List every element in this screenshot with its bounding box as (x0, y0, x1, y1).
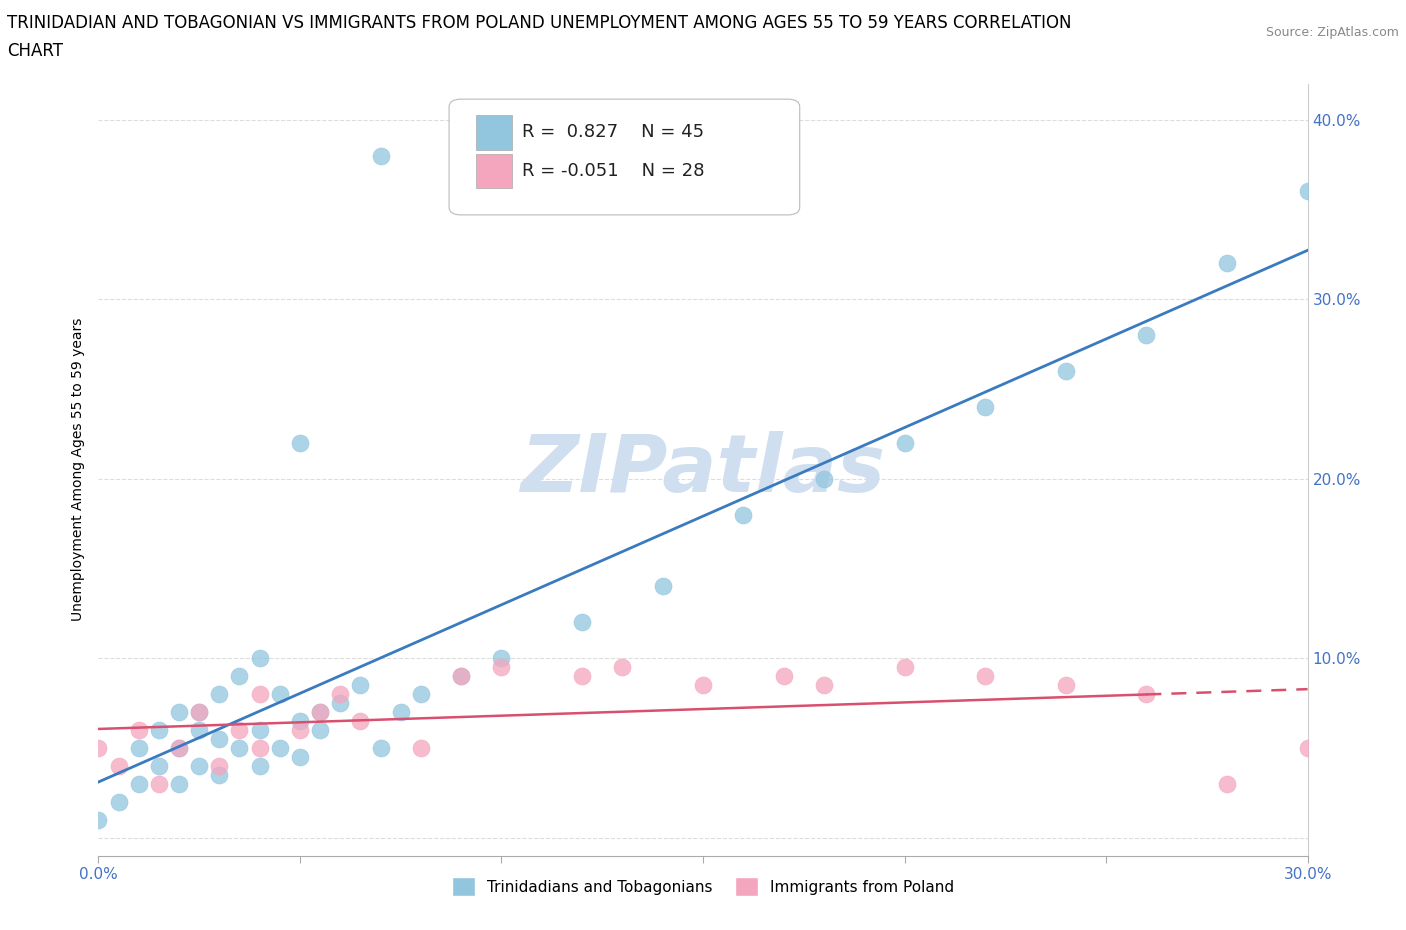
Point (269, 686, 291, 701)
Point (813, 678, 835, 693)
Point (1296, 184, 1319, 199)
Text: R =  0.827    N = 45: R = 0.827 N = 45 (522, 124, 704, 141)
Point (208, 767, 231, 782)
Text: R = -0.051    N = 28: R = -0.051 N = 28 (522, 162, 704, 179)
Point (208, 758, 231, 773)
Point (893, 435, 915, 450)
Point (288, 435, 311, 450)
Text: Source: ZipAtlas.com: Source: ZipAtlas.com (1265, 26, 1399, 39)
Point (491, 659, 513, 674)
Point (813, 472, 835, 486)
Point (370, 148, 392, 163)
Point (128, 777, 150, 791)
Point (167, 740, 190, 755)
Point (571, 615, 593, 630)
Point (893, 659, 915, 674)
Point (329, 696, 352, 711)
Point (571, 669, 593, 684)
Point (1135, 327, 1157, 342)
Point (974, 669, 997, 684)
FancyBboxPatch shape (475, 115, 512, 150)
Point (167, 705, 190, 720)
Point (309, 705, 332, 720)
Point (329, 686, 352, 701)
Point (87, 740, 110, 755)
Point (389, 705, 412, 720)
Point (208, 686, 231, 701)
Point (1054, 364, 1077, 379)
Point (148, 777, 170, 791)
Text: ZIPatlas: ZIPatlas (520, 431, 886, 509)
Point (450, 669, 472, 684)
FancyBboxPatch shape (449, 100, 800, 215)
Point (128, 740, 150, 755)
Point (772, 669, 794, 684)
Point (188, 723, 211, 737)
Point (692, 678, 714, 693)
Point (208, 732, 231, 747)
Point (269, 740, 291, 755)
FancyBboxPatch shape (475, 153, 512, 188)
Point (228, 669, 250, 684)
Point (309, 723, 332, 737)
Point (1216, 777, 1239, 791)
Point (107, 758, 129, 773)
Point (491, 651, 513, 666)
Point (107, 794, 129, 809)
Legend: Trinidadians and Tobagonians, Immigrants from Poland: Trinidadians and Tobagonians, Immigrants… (446, 871, 960, 902)
Point (1216, 256, 1239, 271)
Point (409, 686, 432, 701)
Point (188, 705, 211, 720)
Point (309, 705, 332, 720)
Text: TRINIDADIAN AND TOBAGONIAN VS IMMIGRANTS FROM POLAND UNEMPLOYMENT AMONG AGES 55 : TRINIDADIAN AND TOBAGONIAN VS IMMIGRANTS… (7, 14, 1071, 32)
Point (612, 659, 634, 674)
Point (288, 723, 311, 737)
Point (188, 758, 211, 773)
Point (288, 713, 311, 728)
Point (249, 686, 271, 701)
Point (249, 723, 271, 737)
Y-axis label: Unemployment Among Ages 55 to 59 years: Unemployment Among Ages 55 to 59 years (70, 318, 84, 621)
Point (167, 740, 190, 755)
Point (349, 713, 371, 728)
Text: CHART: CHART (7, 42, 63, 60)
Point (249, 740, 271, 755)
Point (349, 678, 371, 693)
Point (87, 812, 110, 827)
Point (450, 669, 472, 684)
Point (228, 723, 250, 737)
Point (188, 705, 211, 720)
Point (288, 750, 311, 764)
Point (1135, 686, 1157, 701)
Point (249, 651, 271, 666)
Point (1054, 678, 1077, 693)
Point (1296, 740, 1319, 755)
Point (370, 740, 392, 755)
Point (733, 507, 755, 522)
Point (974, 399, 997, 414)
Point (228, 740, 250, 755)
Point (651, 578, 673, 593)
Point (249, 758, 271, 773)
Point (148, 723, 170, 737)
Point (128, 723, 150, 737)
Point (148, 758, 170, 773)
Point (409, 740, 432, 755)
Point (167, 777, 190, 791)
